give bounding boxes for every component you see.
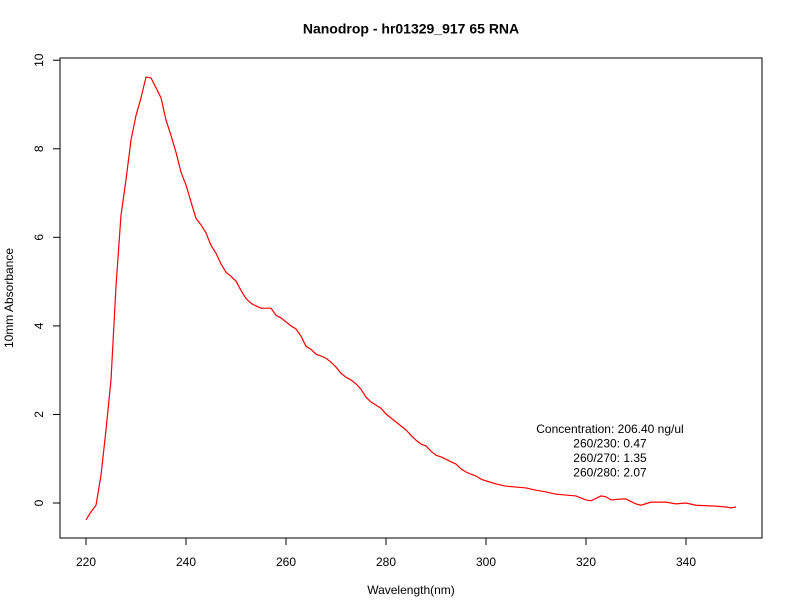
chart-title: Nanodrop - hr01329_917 65 RNA [303,21,519,37]
y-tick-label: 2 [32,411,46,418]
y-tick-label: 10 [32,53,46,67]
y-tick-label: 6 [32,234,46,241]
y-tick-label: 0 [32,499,46,506]
annotation: 260/270: 1.35 [573,451,647,465]
x-tick-label: 220 [76,555,96,569]
y-tick-label: 4 [32,322,46,329]
x-tick-label: 280 [376,555,396,569]
x-tick-label: 240 [176,555,196,569]
data-line [85,76,737,521]
plot-frame [59,57,763,539]
x-axis-label: Wavelength(nm) [367,583,455,597]
y-axis-label: 10mm Absorbance [2,248,16,348]
annotation: Concentration: 206.40 ng/ul [536,422,683,436]
annotation: 260/230: 0.47 [573,437,647,451]
x-tick-label: 300 [476,555,496,569]
x-tick-label: 260 [276,555,296,569]
y-tick-label: 8 [32,145,46,152]
x-tick-label: 320 [576,555,596,569]
x-tick-label: 340 [676,555,696,569]
annotation: 260/280: 2.07 [573,466,647,480]
